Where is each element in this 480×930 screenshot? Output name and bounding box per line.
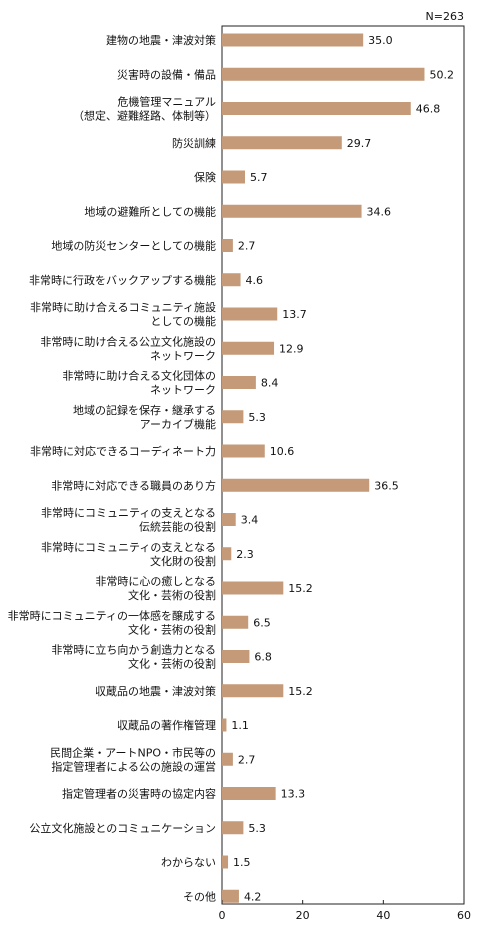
bar bbox=[222, 684, 284, 698]
category-label: 地域の避難所としての機能 bbox=[84, 204, 216, 218]
bar-value-label: 4.2 bbox=[244, 890, 262, 903]
bar bbox=[222, 307, 278, 321]
category-label: 危機管理マニュアル bbox=[117, 95, 216, 109]
category-label: その他 bbox=[183, 890, 216, 903]
bar-value-label: 35.0 bbox=[368, 34, 393, 47]
bar bbox=[222, 581, 284, 595]
category-label: 収蔵品の著作権管理 bbox=[117, 718, 216, 732]
bar bbox=[222, 102, 411, 115]
x-tick-label: 20 bbox=[296, 909, 310, 922]
bar bbox=[222, 752, 233, 766]
category-label: 非常時にコミュニティの一体感を醸成する bbox=[8, 608, 216, 622]
bar bbox=[222, 376, 256, 389]
bar-value-label: 13.7 bbox=[282, 308, 307, 321]
category-label: 文化財の役割 bbox=[150, 554, 216, 568]
bar bbox=[222, 787, 276, 800]
bar-value-label: 36.5 bbox=[374, 479, 399, 492]
plot-frame bbox=[221, 25, 465, 905]
category-label: 民間企業・アートNPO・市民等の bbox=[50, 745, 216, 759]
bar-value-label: 2.7 bbox=[238, 240, 256, 253]
bar-value-label: 3.4 bbox=[241, 514, 258, 527]
bar bbox=[222, 273, 241, 287]
category-label: 非常時にコミュニティの支えとなる bbox=[41, 541, 216, 554]
category-label: 非常時に心の癒しとなる bbox=[95, 574, 216, 588]
category-label: 建物の地震・津波対策 bbox=[106, 33, 216, 47]
bar bbox=[222, 444, 265, 458]
bar bbox=[222, 855, 229, 869]
bar bbox=[222, 821, 244, 835]
bar bbox=[222, 889, 239, 903]
bar bbox=[222, 136, 342, 150]
bar bbox=[222, 410, 244, 424]
bar-value-label: 13.3 bbox=[281, 788, 306, 801]
category-label: ネットワーク bbox=[150, 349, 216, 362]
bar-value-label: 15.2 bbox=[288, 582, 313, 595]
category-label: 非常時に行政をバックアップする機能 bbox=[29, 273, 216, 287]
bar-value-label: 12.9 bbox=[279, 342, 304, 355]
bar-value-label: 8.4 bbox=[261, 377, 279, 390]
category-label: 非常時に対応できる職員のあり方 bbox=[51, 478, 216, 492]
bar bbox=[222, 547, 232, 561]
category-label: 非常時に助け合えるコミュニティ施設 bbox=[30, 300, 216, 314]
category-label: 伝統芸能の役割 bbox=[139, 520, 216, 534]
category-label: 収蔵品の地震・津波対策 bbox=[95, 684, 216, 698]
bar-value-label: 1.5 bbox=[233, 856, 251, 869]
bar-value-label: 46.8 bbox=[416, 103, 441, 116]
category-label: ネットワーク bbox=[150, 384, 216, 397]
bar bbox=[222, 170, 245, 184]
bar bbox=[222, 239, 233, 252]
category-label: 文化・芸術の役割 bbox=[128, 622, 216, 636]
sample-size-label: N=263 bbox=[426, 10, 464, 23]
category-label: 非常時にコミュニティの支えとなる bbox=[41, 507, 216, 520]
category-label: 保険 bbox=[194, 170, 216, 184]
bar bbox=[222, 513, 236, 526]
category-label: 公立文化施設とのコミュニケーション bbox=[29, 821, 216, 835]
bar bbox=[222, 204, 362, 218]
category-label: アーカイブ機能 bbox=[140, 417, 216, 431]
bar-value-label: 10.6 bbox=[270, 445, 295, 458]
category-label: 文化・芸術の役割 bbox=[128, 657, 216, 671]
category-label: （想定、避難経路、体制等） bbox=[73, 109, 216, 123]
bar-value-label: 5.3 bbox=[248, 822, 265, 835]
bar bbox=[222, 478, 370, 492]
x-tick-label: 0 bbox=[219, 909, 226, 922]
bar-value-label: 1.1 bbox=[231, 719, 249, 732]
category-label: 災害時の設備・備品 bbox=[117, 67, 216, 81]
category-label: としての機能 bbox=[150, 314, 216, 328]
bar-value-label: 2.7 bbox=[238, 753, 256, 766]
category-label: 文化・芸術の役割 bbox=[128, 588, 216, 602]
bar-value-label: 5.7 bbox=[250, 171, 267, 184]
bar-value-label: 50.2 bbox=[429, 68, 454, 81]
bar-value-label: 34.6 bbox=[367, 205, 392, 218]
bar-value-label: 2.3 bbox=[236, 548, 254, 561]
bar-value-label: 29.7 bbox=[347, 137, 372, 150]
category-label: 地域の防災センターとしての機能 bbox=[51, 239, 216, 253]
category-label: 防災訓練 bbox=[172, 136, 216, 150]
bar-value-label: 6.8 bbox=[254, 651, 272, 664]
bar bbox=[222, 615, 249, 629]
bar-value-label: 4.6 bbox=[246, 274, 264, 287]
bar bbox=[222, 650, 250, 663]
bar bbox=[222, 341, 275, 355]
category-label: 非常時に助け合える文化団体の bbox=[62, 369, 216, 383]
category-label: わからない bbox=[161, 856, 216, 869]
category-label: 非常時に対応できるコーディネート力 bbox=[30, 444, 216, 458]
category-label: 指定管理者の災害時の協定内容 bbox=[62, 787, 216, 801]
x-tick-label: 60 bbox=[457, 909, 471, 922]
category-label: 非常時に立ち向かう創造力となる bbox=[51, 643, 216, 657]
bar bbox=[222, 33, 364, 47]
category-label: 地域の記録を保存・継承する bbox=[73, 403, 216, 417]
bar bbox=[222, 67, 425, 81]
bar-value-label: 6.5 bbox=[253, 616, 271, 629]
category-label: 非常時に助け合える公立文化施設の bbox=[40, 334, 216, 348]
bar-value-label: 5.3 bbox=[248, 411, 265, 424]
bar bbox=[222, 718, 227, 732]
category-label: 指定管理者による公の施設の運営 bbox=[51, 759, 216, 773]
x-tick-label: 40 bbox=[376, 909, 390, 922]
bar-value-label: 15.2 bbox=[288, 685, 313, 698]
